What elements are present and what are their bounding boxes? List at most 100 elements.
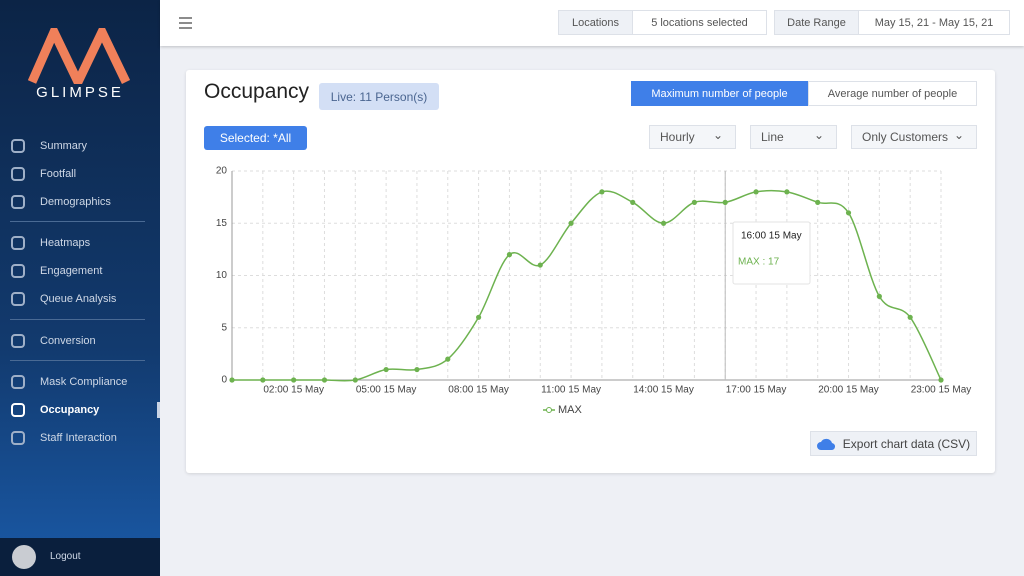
nav-icon	[11, 236, 25, 250]
y-tick-label: 5	[221, 322, 227, 333]
nav-label: Heatmaps	[40, 237, 91, 249]
export-button[interactable]: Export chart data (CSV)	[810, 431, 977, 456]
series-line	[231, 189, 942, 382]
nav-label: Demographics	[40, 196, 111, 208]
cloud-icon	[816, 438, 835, 450]
live-badge: Live: 11 Person(s)	[319, 83, 439, 110]
x-tick-label: 08:00 15 May	[448, 385, 509, 396]
data-point	[784, 189, 790, 195]
nav-icon	[11, 167, 25, 181]
nav-icon	[11, 431, 25, 445]
card-title: Occupancy	[204, 80, 310, 103]
y-tick-label: 15	[216, 218, 228, 229]
data-point	[630, 199, 636, 205]
tooltip	[732, 221, 811, 285]
nav-divider	[10, 221, 145, 222]
data-point	[660, 220, 667, 226]
data-point	[229, 377, 235, 383]
nav-item[interactable]: Queue Analysis	[0, 287, 160, 311]
data-point	[753, 189, 759, 195]
nav-label: Staff Interaction	[40, 432, 117, 444]
data-point	[722, 199, 728, 205]
y-tick-label: 0	[221, 375, 227, 386]
logo-mark	[28, 28, 131, 84]
data-point	[321, 377, 328, 383]
data-point	[352, 377, 358, 383]
nav-divider	[10, 319, 145, 320]
nav-label: Occupancy	[40, 404, 100, 416]
nav-item[interactable]: Footfall	[0, 162, 160, 186]
data-point	[383, 366, 389, 373]
locations-select[interactable]: 5 locations selected	[632, 10, 767, 35]
toggle-button[interactable]: Maximum number of people	[631, 81, 808, 106]
data-point	[599, 189, 605, 195]
dropdown[interactable]: Hourly	[649, 125, 736, 149]
nav-label: Engagement	[40, 265, 103, 277]
x-tick-label: 17:00 15 May	[726, 385, 787, 396]
data-point	[568, 220, 574, 226]
data-point	[876, 293, 882, 299]
data-point	[260, 377, 266, 383]
dropdown[interactable]: Line	[750, 125, 837, 149]
x-tick-label: 05:00 15 May	[356, 385, 417, 396]
dropdown[interactable]: Only Customers	[851, 125, 977, 149]
legend-marker	[546, 407, 552, 413]
nav-item[interactable]: Conversion	[0, 329, 160, 353]
nav-icon	[11, 375, 25, 389]
logo-text: GLIMPSE	[36, 84, 124, 101]
nav-label: Queue Analysis	[40, 293, 117, 305]
x-tick-label: 02:00 15 May	[263, 385, 324, 396]
x-tick-label: 14:00 15 May	[633, 385, 694, 396]
data-point	[291, 377, 297, 383]
topbar: Locations 5 locations selected Date Rang…	[160, 0, 1024, 46]
data-point	[845, 210, 852, 216]
date-select[interactable]: May 15, 21 - May 15, 21	[858, 10, 1010, 35]
nav-icon	[11, 403, 25, 417]
x-tick-label: 11:00 15 May	[541, 385, 601, 396]
nav-item[interactable]: Mask Compliance	[0, 370, 160, 394]
nav-icon	[11, 195, 25, 209]
logout[interactable]: Logout	[50, 551, 81, 562]
y-tick-label: 20	[216, 166, 228, 177]
nav-item[interactable]: Summary	[0, 134, 160, 158]
date-label: Date Range	[774, 10, 859, 35]
sidebar: GLIMPSE Summary Footfall Demographics Heatm…	[0, 0, 160, 576]
sidebar-footer: Logout	[0, 538, 160, 576]
data-point	[537, 262, 543, 268]
data-point	[506, 252, 513, 258]
nav-item[interactable]: Heatmaps	[0, 231, 160, 255]
data-point	[815, 199, 821, 205]
locations-label: Locations	[558, 10, 633, 35]
avatar	[12, 545, 36, 569]
data-point	[691, 199, 697, 205]
nav-icon	[11, 334, 25, 348]
data-point	[414, 366, 420, 373]
nav-icon	[11, 264, 25, 278]
toggle-button[interactable]: Average number of people	[808, 81, 977, 106]
selected-button[interactable]: Selected: *All	[204, 126, 307, 150]
data-point	[476, 314, 482, 320]
nav-item[interactable]: Staff Interaction	[0, 426, 160, 450]
nav-label: Footfall	[40, 168, 77, 180]
nav-label: Summary	[40, 140, 88, 152]
y-tick-label: 10	[216, 270, 228, 281]
nav-item[interactable]: Occupancy	[0, 398, 160, 422]
data-point	[938, 377, 944, 383]
nav-label: Mask Compliance	[40, 376, 128, 388]
nav-item[interactable]: Demographics	[0, 190, 160, 214]
x-tick-label: 23:00 15 May	[911, 385, 972, 396]
x-tick-label: 20:00 15 May	[818, 385, 879, 396]
nav-divider	[10, 360, 145, 361]
nav-icon	[11, 292, 25, 306]
nav-icon	[11, 139, 25, 153]
nav-label: Conversion	[40, 335, 96, 347]
export-label: Export chart data (CSV)	[842, 436, 971, 451]
data-point	[445, 356, 451, 362]
menu-icon[interactable]	[178, 16, 194, 30]
tooltip-text: MAX : 17	[738, 257, 780, 268]
nav-item[interactable]: Engagement	[0, 259, 160, 283]
tooltip-title: 16:00 15 May	[741, 231, 802, 242]
data-point	[907, 314, 913, 320]
